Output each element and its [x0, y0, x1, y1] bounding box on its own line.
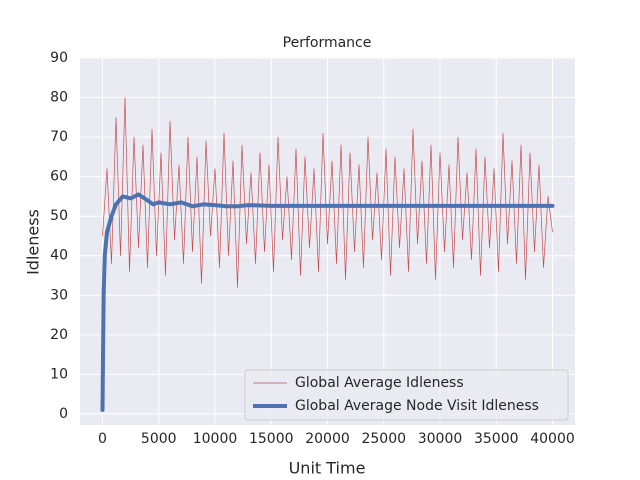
- legend: Global Average Idleness Global Average No…: [244, 369, 569, 421]
- y-tick-label: 60: [50, 169, 68, 185]
- y-tick-label: 50: [50, 208, 68, 224]
- series-line: [102, 97, 553, 288]
- y-tick-label: 10: [50, 366, 68, 382]
- x-tick-label: 10000: [193, 431, 238, 447]
- x-axis-label: Unit Time: [289, 459, 366, 478]
- x-tick-label: 5000: [141, 431, 177, 447]
- x-tick-label: 20000: [305, 431, 350, 447]
- legend-box: [244, 369, 569, 421]
- y-tick-label: 80: [50, 90, 68, 106]
- y-tick-label: 0: [59, 406, 68, 422]
- chart-title: Performance: [283, 35, 372, 51]
- legend-label: Global Average Idleness: [295, 375, 464, 391]
- x-tick-label: 0: [98, 431, 107, 447]
- legend-label: Global Average Node Visit Idleness: [295, 398, 539, 414]
- x-tick-label: 30000: [418, 431, 463, 447]
- y-tick-label: 70: [50, 129, 68, 145]
- y-tick-label: 30: [50, 287, 68, 303]
- y-tick-label: 40: [50, 248, 68, 264]
- x-tick-label: 15000: [249, 431, 294, 447]
- x-tick-label: 40000: [530, 431, 575, 447]
- x-tick-label: 25000: [361, 431, 406, 447]
- series-line: [100, 192, 555, 412]
- x-tick-label: 35000: [474, 431, 519, 447]
- y-tick-label: 20: [50, 327, 68, 343]
- y-tick-label: 90: [50, 50, 68, 66]
- y-axis-label: Idleness: [24, 209, 43, 275]
